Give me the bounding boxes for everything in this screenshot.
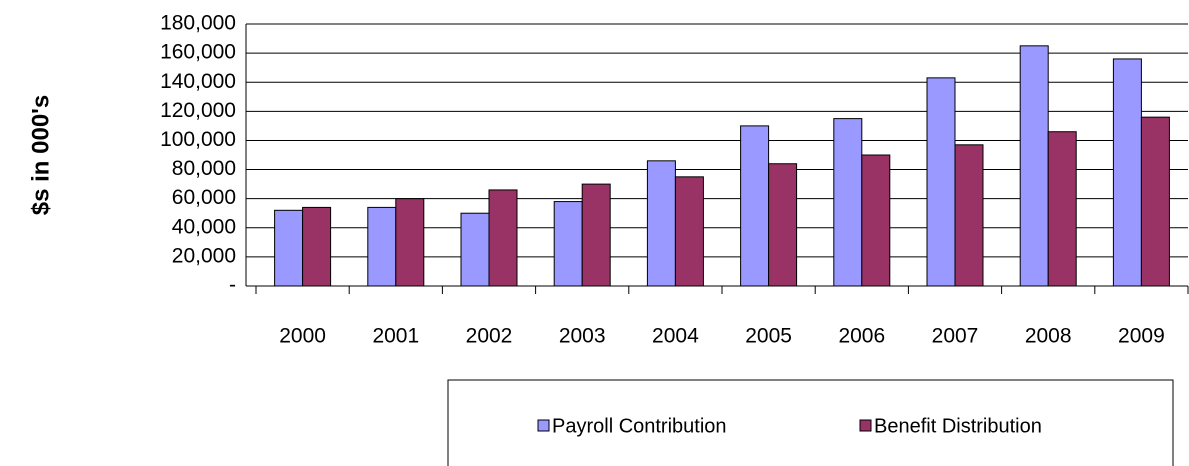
x-tick-label: 2006 <box>838 325 885 348</box>
bar <box>861 154 891 287</box>
y-tick-label: 120,000 <box>160 99 236 122</box>
legend-box <box>447 379 1174 466</box>
bar <box>646 160 676 287</box>
y-tick-label: 100,000 <box>160 128 236 151</box>
legend-label: Payroll Contribution <box>552 415 727 437</box>
y-tick-label: 60,000 <box>172 186 236 209</box>
bar <box>1019 45 1049 287</box>
bar <box>1140 116 1170 287</box>
x-tick-label: 2008 <box>1025 325 1072 348</box>
bar <box>488 189 518 287</box>
x-tick-label: 2009 <box>1118 325 1165 348</box>
y-tick-label: 80,000 <box>172 157 236 180</box>
bar <box>674 176 704 287</box>
legend-label: Benefit Distribution <box>874 415 1042 437</box>
x-tick-label: 2005 <box>745 325 792 348</box>
x-tick-label: 2000 <box>279 325 326 348</box>
legend-swatch <box>537 419 550 432</box>
bar <box>553 201 583 287</box>
bar <box>768 163 798 287</box>
y-tick-label: 140,000 <box>160 70 236 93</box>
bar <box>740 125 770 287</box>
bar <box>833 118 863 287</box>
y-tick-label: 20,000 <box>172 244 236 267</box>
y-tick-label: - <box>229 274 236 297</box>
bar <box>926 77 956 287</box>
bar <box>954 144 984 287</box>
x-tick-label: 2003 <box>559 325 606 348</box>
bar <box>395 198 425 287</box>
bar <box>367 206 397 287</box>
x-tick-label: 2001 <box>372 325 419 348</box>
y-tick-label: 160,000 <box>160 41 236 64</box>
y-axis-label: $s in 000's <box>27 95 54 215</box>
x-tick-label: 2007 <box>932 325 979 348</box>
x-tick-label: 2004 <box>652 325 699 348</box>
bar <box>581 183 611 287</box>
bar <box>1112 58 1142 287</box>
legend-swatch <box>859 419 872 432</box>
bar <box>302 206 332 287</box>
y-tick-label: 180,000 <box>160 12 236 35</box>
bar <box>274 209 304 287</box>
bar <box>460 212 490 287</box>
bar <box>1047 131 1077 287</box>
y-tick-label: 40,000 <box>172 215 236 238</box>
x-tick-label: 2002 <box>466 325 513 348</box>
